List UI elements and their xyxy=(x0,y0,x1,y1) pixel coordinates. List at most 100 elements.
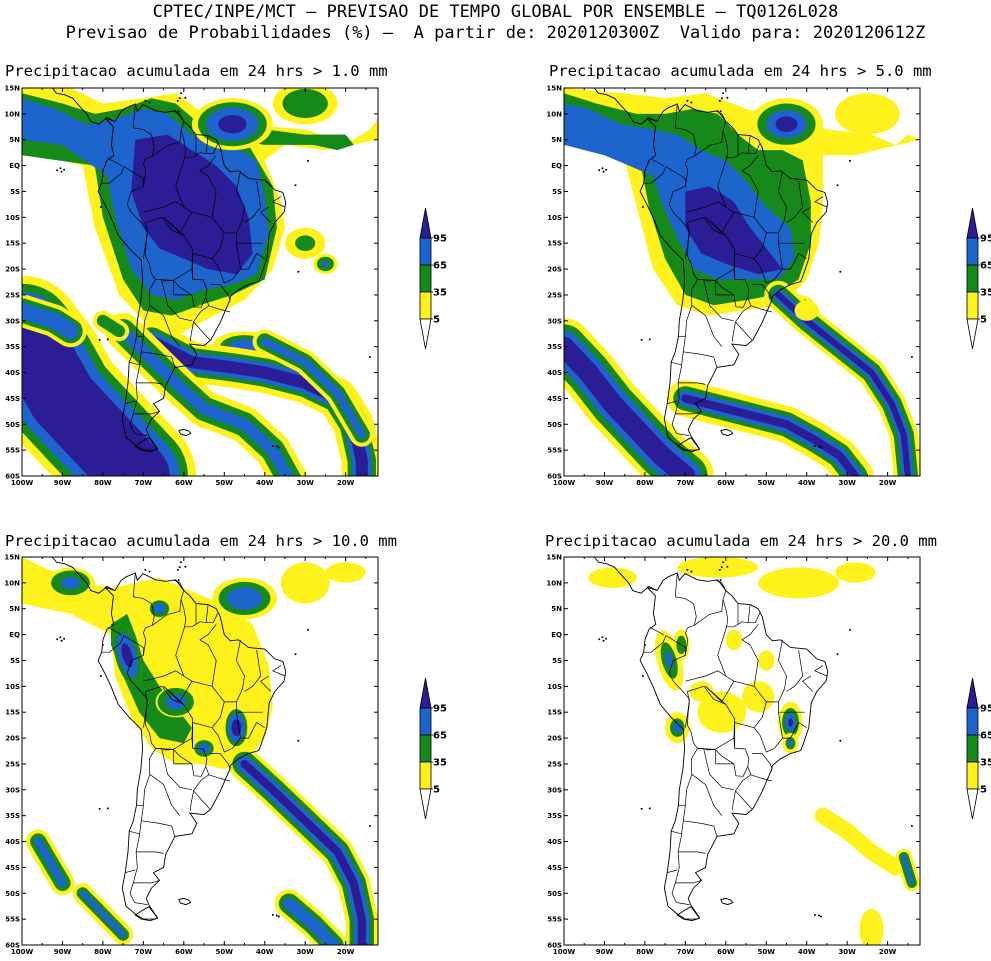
legend-label: 95 xyxy=(980,704,991,715)
coastline xyxy=(593,557,829,922)
coastline xyxy=(593,88,829,453)
lon-label: 30W xyxy=(838,948,856,956)
lon-label: 20W xyxy=(337,479,355,487)
legend-2: 95 65 35 5 xyxy=(961,207,991,362)
lat-label: EQ xyxy=(551,631,562,639)
legend-swatch xyxy=(419,677,432,709)
lon-label: 20W xyxy=(879,948,897,956)
legend-swatch xyxy=(419,788,432,820)
lon-label: 30W xyxy=(838,479,856,487)
lat-label: 25S xyxy=(547,760,562,768)
map-panel-4: 15N 10N 5N EQ 5S 10S 15S 20S 25S 30S 35S 40S 45S 50S 5… xyxy=(542,552,927,961)
lat-label: 50S xyxy=(5,421,20,429)
lat-label: 55S xyxy=(5,916,20,924)
probability-field xyxy=(22,88,378,476)
lat-label: 15N xyxy=(546,85,562,93)
lat-label: 10N xyxy=(546,110,562,118)
legend-label: 65 xyxy=(433,261,447,272)
lat-label: EQ xyxy=(9,162,20,170)
lat-label: EQ xyxy=(551,162,562,170)
lon-label: 100W xyxy=(11,948,34,956)
map-frame xyxy=(563,556,921,946)
lat-label: 10S xyxy=(547,214,562,222)
legend-swatch xyxy=(966,788,979,820)
lat-label: 10S xyxy=(5,214,20,222)
lon-label: 80W xyxy=(94,948,112,956)
map-frame xyxy=(563,87,921,477)
legend-label: 5 xyxy=(980,785,987,796)
lon-label: 60W xyxy=(717,948,735,956)
lon-label: 50W xyxy=(758,948,776,956)
lat-label: 45S xyxy=(547,864,562,872)
legend-label: 35 xyxy=(980,288,991,299)
lat-label: 30S xyxy=(547,786,562,794)
lon-label: 50W xyxy=(758,479,776,487)
lon-label: 60W xyxy=(175,479,193,487)
islands xyxy=(598,92,913,449)
map-frame xyxy=(21,87,379,477)
lat-label: 5N xyxy=(551,136,562,144)
lat-label: 5S xyxy=(10,188,20,196)
lat-label: 15S xyxy=(547,240,562,248)
coastline xyxy=(51,557,287,922)
probability-field xyxy=(564,557,920,945)
lat-label: 15N xyxy=(4,554,20,562)
lon-label: 90W xyxy=(54,948,72,956)
map-panel-3: 15N 10N 5N EQ 5S 10S 15S 20S 25S 30S 35S 40S 45S 50S 5… xyxy=(0,552,385,961)
legend-swatch xyxy=(966,291,979,320)
lon-label: 100W xyxy=(553,479,576,487)
legend-swatch xyxy=(419,207,432,239)
legend-swatch xyxy=(966,264,979,293)
lat-label: 15N xyxy=(546,554,562,562)
lat-label: 45S xyxy=(5,864,20,872)
lon-label: 50W xyxy=(216,479,234,487)
panel-title-4: Precipitacao acumulada em 24 hrs > 20.0 … xyxy=(545,532,937,550)
lat-label: 45S xyxy=(547,395,562,403)
legend-label: 5 xyxy=(433,315,440,326)
legend-swatch xyxy=(966,237,979,266)
legend-label: 65 xyxy=(433,731,447,742)
lat-label: 60S xyxy=(547,942,562,950)
probability-field xyxy=(564,88,920,476)
lon-label: 20W xyxy=(337,948,355,956)
lon-label: 100W xyxy=(11,479,34,487)
map-panel-1: 15N 10N 5N EQ 5S 10S 15S 20S 25S 30S 35S 40S 45S 50S 5… xyxy=(0,83,385,492)
lat-label: 25S xyxy=(5,760,20,768)
legend-swatch xyxy=(419,237,432,266)
lon-label: 40W xyxy=(256,948,274,956)
legend-label: 95 xyxy=(433,704,447,715)
lon-label: 80W xyxy=(636,948,654,956)
lat-label: 25S xyxy=(547,291,562,299)
islands xyxy=(56,92,371,449)
legend-swatch xyxy=(419,318,432,350)
lon-label: 80W xyxy=(636,479,654,487)
legend-label: 35 xyxy=(433,758,447,769)
legend-swatch xyxy=(966,677,979,709)
panel-title-3: Precipitacao acumulada em 24 hrs > 10.0 … xyxy=(5,532,397,550)
legend-swatch xyxy=(966,318,979,350)
country-borders xyxy=(643,572,828,905)
lat-label: 40S xyxy=(547,838,562,846)
lat-label: EQ xyxy=(9,631,20,639)
coastline xyxy=(51,88,287,453)
lat-label: 60S xyxy=(547,473,562,481)
legend-label: 65 xyxy=(980,261,991,272)
lon-label: 70W xyxy=(135,479,153,487)
lat-label: 25S xyxy=(5,291,20,299)
lat-label: 10S xyxy=(547,683,562,691)
lat-label: 5N xyxy=(551,605,562,613)
lat-label: 5N xyxy=(9,136,20,144)
islands xyxy=(56,561,371,918)
lat-label: 55S xyxy=(5,447,20,455)
lon-label: 70W xyxy=(677,948,695,956)
islands xyxy=(598,561,913,918)
legend-3: 95 65 35 5 xyxy=(414,677,464,832)
legend-label: 5 xyxy=(980,315,987,326)
lon-label: 30W xyxy=(296,479,314,487)
lat-label: 5S xyxy=(552,657,562,665)
lat-label: 10N xyxy=(4,579,20,587)
lat-label: 15N xyxy=(4,85,20,93)
lon-label: 90W xyxy=(54,479,72,487)
lon-label: 40W xyxy=(798,479,816,487)
lat-label: 30S xyxy=(547,317,562,325)
